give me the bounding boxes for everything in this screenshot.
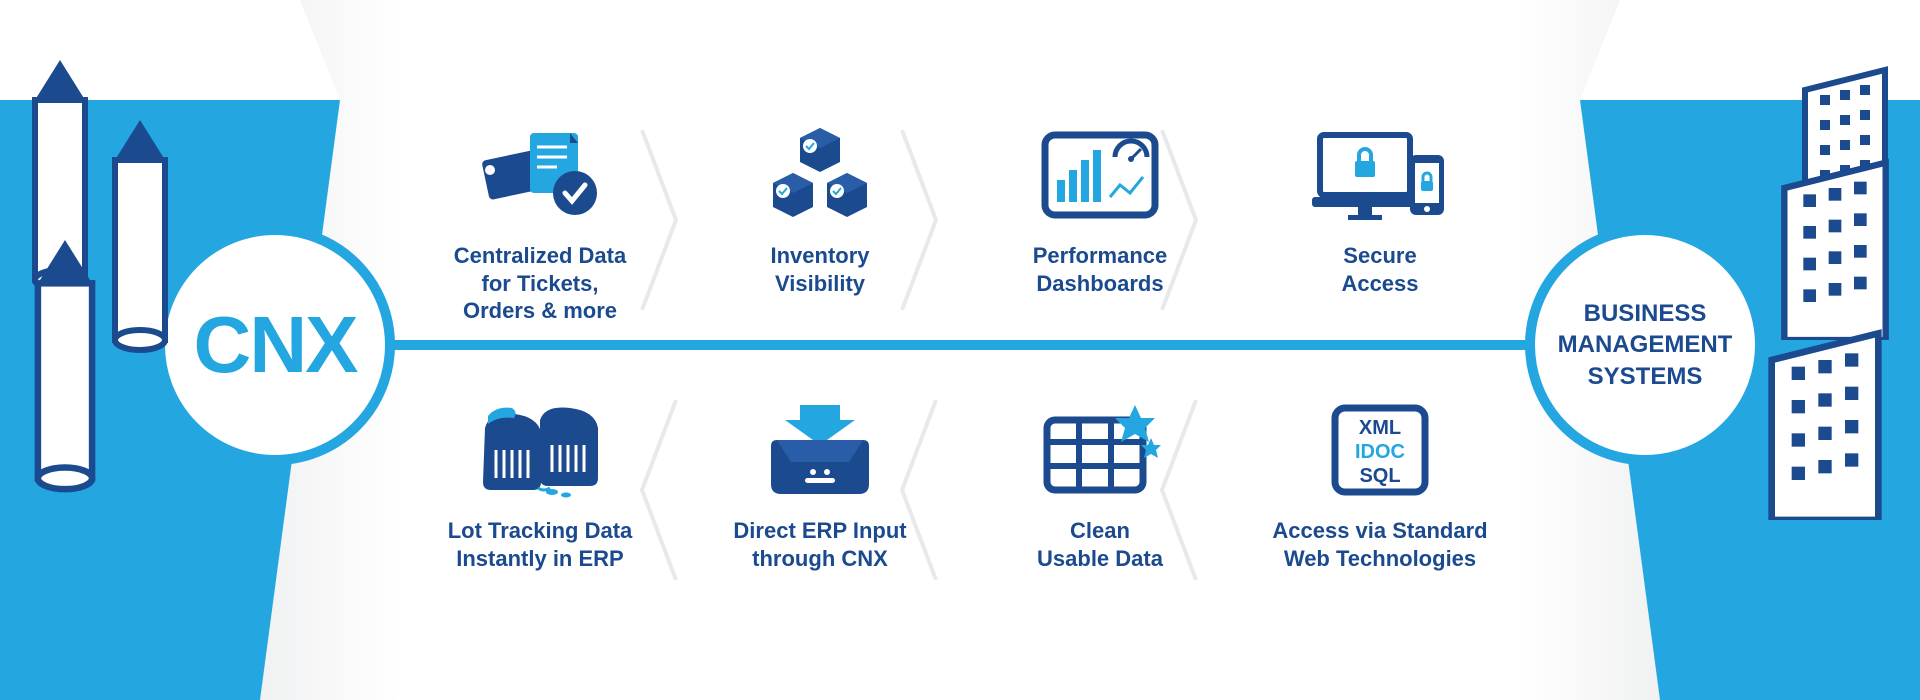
inbox-icon <box>765 395 875 505</box>
right-node-label: BUSINESS MANAGEMENT SYSTEMS <box>1558 298 1733 392</box>
feature-dashboards: PerformanceDashboards <box>975 120 1225 325</box>
building-icon <box>1755 320 1895 520</box>
feature-inventory: InventoryVisibility <box>695 120 945 325</box>
dashboard-icon <box>1035 120 1165 230</box>
feature-label: PerformanceDashboards <box>1033 242 1168 297</box>
feature-label: Direct ERP Inputthrough CNX <box>733 517 906 572</box>
feature-label: Access via StandardWeb Technologies <box>1272 517 1487 572</box>
feature-label: CleanUsable Data <box>1037 517 1163 572</box>
silo-icon <box>105 120 175 360</box>
feature-web-tech: XML IDOC SQL Access via StandardWeb Tech… <box>1255 395 1505 572</box>
feature-centralized-data: Centralized Datafor Tickets,Orders & mor… <box>415 120 665 325</box>
feature-label: Lot Tracking DataInstantly in ERP <box>448 517 633 572</box>
feature-clean-data: CleanUsable Data <box>975 395 1225 572</box>
svg-text:IDOC: IDOC <box>1355 441 1405 463</box>
secure-devices-icon <box>1310 120 1450 230</box>
features-row-top: Centralized Datafor Tickets,Orders & mor… <box>400 120 1520 325</box>
feature-label: InventoryVisibility <box>770 242 869 297</box>
web-tech-icon: XML IDOC SQL <box>1325 395 1435 505</box>
right-node: BUSINESS MANAGEMENT SYSTEMS <box>1525 225 1765 465</box>
silo-icon <box>20 240 110 500</box>
feature-lot-tracking: Lot Tracking DataInstantly in ERP <box>415 395 665 572</box>
ticket-doc-icon <box>475 120 605 230</box>
clean-data-icon <box>1035 395 1165 505</box>
svg-text:XML: XML <box>1359 417 1401 439</box>
bags-icon <box>470 395 610 505</box>
center-panel <box>260 0 1660 700</box>
left-node: CNX <box>155 225 395 465</box>
svg-text:SQL: SQL <box>1359 465 1400 487</box>
feature-erp-input: Direct ERP Inputthrough CNX <box>695 395 945 572</box>
feature-label: SecureAccess <box>1341 242 1418 297</box>
connector-line <box>300 340 1620 350</box>
feature-secure-access: SecureAccess <box>1255 120 1505 325</box>
building-icon <box>1770 150 1900 340</box>
left-node-label: CNX <box>194 299 357 391</box>
features-row-bottom: Lot Tracking DataInstantly in ERP Direct… <box>400 395 1520 572</box>
boxes-icon <box>755 120 885 230</box>
feature-label: Centralized Datafor Tickets,Orders & mor… <box>454 242 626 325</box>
